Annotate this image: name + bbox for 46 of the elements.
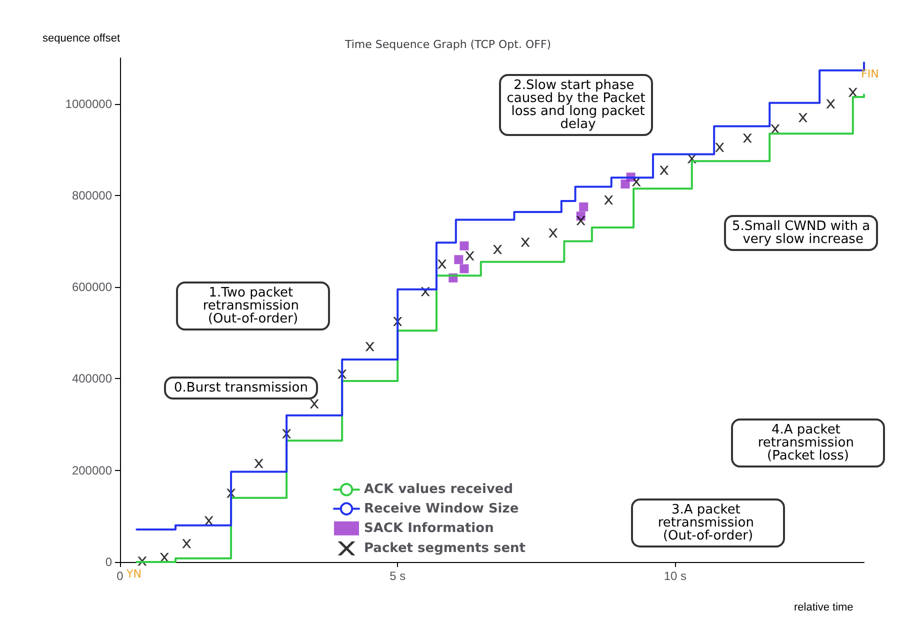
point xyxy=(465,251,474,260)
annotation: FIN xyxy=(861,68,879,80)
annotation: 3.A packet retransmission (Out-of-order) xyxy=(658,502,758,544)
legend-label: ACK values received xyxy=(364,482,514,498)
y-axis-title: sequence offset xyxy=(42,32,120,44)
x-tick-label: 0 xyxy=(116,569,124,583)
x-tick-label: 10 s xyxy=(664,569,687,583)
annotation: 1.Two packet retransmission (Out-of-order) xyxy=(202,286,304,326)
point xyxy=(460,264,469,274)
point xyxy=(826,99,836,108)
point xyxy=(438,260,447,269)
annotation: 5.Small CWND with a very slow increase xyxy=(732,219,870,247)
x-tick-label: 5 s xyxy=(390,569,406,583)
point xyxy=(620,180,630,188)
point xyxy=(798,113,808,122)
point xyxy=(579,202,588,212)
point xyxy=(310,399,319,408)
y-tick-label: 0 xyxy=(105,555,112,569)
y-tick-label: 400000 xyxy=(72,372,112,386)
y-tick-label: 600000 xyxy=(72,280,112,294)
annotation: 2.Slow start phase caused by the Packet loss and long packet delay xyxy=(506,78,646,132)
annotation: 0.Burst transmission xyxy=(174,380,308,396)
point xyxy=(604,196,614,205)
y-tick-label: 200000 xyxy=(72,463,112,478)
point xyxy=(493,245,502,254)
point xyxy=(365,342,374,352)
y-tick-label: 1000000 xyxy=(65,96,112,111)
point xyxy=(460,241,469,250)
annotation: 4.A packet retransmission (Packet loss) xyxy=(758,422,858,464)
point xyxy=(742,134,752,143)
point xyxy=(254,458,264,468)
point xyxy=(548,228,558,238)
chart-title: Time Sequence Graph (TCP Opt. OFF) xyxy=(344,38,552,51)
legend-label: Packet segments sent xyxy=(364,540,526,556)
y-tick-label: 800000 xyxy=(72,188,112,202)
legend-label: SACK Information xyxy=(364,520,494,536)
point xyxy=(715,142,724,152)
point xyxy=(520,238,530,247)
text: YN xyxy=(126,568,142,580)
point xyxy=(454,255,464,264)
point xyxy=(848,88,858,97)
legend-label: Receive Window Size xyxy=(364,501,519,516)
point xyxy=(660,166,669,175)
point xyxy=(576,216,586,226)
point xyxy=(182,539,192,548)
x-axis-title: relative time xyxy=(794,602,854,614)
